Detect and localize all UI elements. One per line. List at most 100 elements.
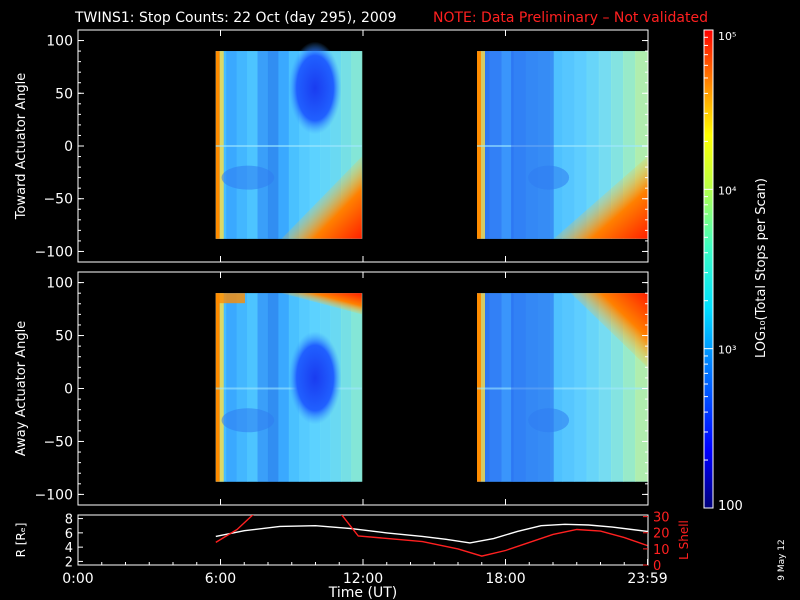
y-tick-label-right: 10 — [653, 543, 670, 558]
heatmap-band — [574, 293, 588, 482]
x-tick-label: 0:00 — [62, 571, 93, 587]
y-tick-label: −50 — [43, 434, 73, 450]
heatmap-block — [215, 293, 363, 482]
heatmap-low-region — [288, 331, 342, 425]
y-tick-label-left: 4 — [65, 541, 73, 556]
side-date-label: 9 May 12 — [777, 539, 787, 581]
heatmap-high-region — [570, 293, 648, 368]
heatmap-edge — [481, 293, 485, 482]
radius-series-line — [215, 523, 648, 544]
y-tick-label: 0 — [64, 382, 73, 398]
x-axis-label: Time (UT) — [328, 585, 397, 600]
y-tick-label-left: 2 — [65, 555, 73, 570]
colorbar-gradient — [703, 29, 714, 509]
heatmap-edge — [219, 293, 224, 482]
heatmap-band — [574, 51, 588, 239]
heatmap-low-region — [511, 51, 554, 239]
heatmap-band — [267, 293, 279, 482]
x-tick-label: 23:59 — [627, 571, 667, 587]
away-heatmap-panel: 100 50 0 −50 −100 Away Actuator Angle — [14, 271, 649, 506]
y-tick-label: 100 — [46, 276, 73, 292]
heatmap-band — [586, 51, 600, 239]
y-tick-label: −100 — [35, 244, 73, 260]
heatmap-band — [586, 293, 600, 482]
heatmap-band — [351, 51, 363, 239]
heatmap-low-region — [511, 293, 554, 482]
heatmap-band — [562, 51, 575, 239]
heatmap-band — [501, 51, 515, 239]
y-tick-label-right: 20 — [653, 527, 670, 542]
heatmap-high-region — [281, 156, 362, 239]
heatmap-band — [550, 51, 563, 239]
colorbar-tick-label: 10⁴ — [718, 184, 737, 197]
x-tick-label: 12:00 — [343, 571, 383, 587]
colorbar-tick-label: 10⁵ — [718, 30, 736, 43]
heatmap-band — [489, 51, 502, 239]
heatmap-band — [236, 51, 248, 239]
y-tick-label: 50 — [55, 86, 73, 102]
heatmap-edge — [477, 293, 481, 482]
heatmap-edge — [477, 51, 481, 239]
heatmap-band — [489, 293, 502, 482]
y-axis-label: Toward Actuator Angle — [14, 73, 29, 220]
heatmap-band — [288, 51, 300, 239]
heatmap-block — [477, 51, 649, 239]
y-tick-label-right: 0 — [653, 559, 661, 574]
heatmap-band — [537, 293, 551, 482]
x-tick-label: 6:00 — [205, 571, 236, 587]
y-axis-label-right: L Shell — [677, 520, 691, 560]
heatmap-low-region — [528, 165, 570, 190]
heatmap-band — [351, 293, 363, 482]
heatmap-high-region — [553, 156, 648, 239]
heatmap-seam — [215, 387, 362, 390]
heatmap-low-region — [528, 408, 570, 433]
heatmap-high-region — [215, 293, 245, 304]
heatmap-seam — [477, 387, 648, 390]
colorbar-tick-label: 10³ — [718, 344, 736, 357]
heatmap-band — [525, 51, 539, 239]
heatmap-band — [340, 293, 352, 482]
heatmap-high-region — [281, 293, 362, 315]
colorbar-tick-label: 100 — [718, 499, 743, 514]
heatmap-band — [247, 51, 258, 239]
heatmap-edge — [215, 51, 220, 239]
colorbar: 10⁵ 10⁴ 10³ 100 LOG₁₀(Total Stops per Scan) — [703, 29, 769, 514]
y-tick-label-left: 6 — [65, 527, 73, 542]
x-tick-label: 18:00 — [485, 571, 525, 587]
heatmap-band — [330, 51, 342, 239]
y-tick-label: −50 — [43, 192, 73, 208]
heatmap-edge — [219, 51, 224, 239]
y-tick-label-left: 8 — [65, 513, 73, 528]
colorbar-label: LOG₁₀(Total Stops per Scan) — [754, 178, 769, 358]
heatmap-low-region — [221, 165, 275, 190]
heatmap-band — [278, 51, 290, 239]
heatmap-band — [320, 51, 332, 239]
heatmap-low-region — [221, 408, 275, 433]
heatmap-band — [309, 51, 321, 239]
y-axis-label-left: R [Rₑ] — [14, 523, 28, 558]
heatmap-band — [299, 51, 311, 239]
heatmap-seam — [477, 145, 648, 147]
heatmap-band — [525, 293, 539, 482]
heatmap-band — [226, 293, 238, 482]
heatmap-edge — [215, 293, 220, 482]
axes-frame — [77, 514, 649, 566]
heatmap-band — [267, 51, 279, 239]
y-tick-label: −100 — [35, 487, 73, 503]
heatmap-band — [598, 293, 612, 482]
y-tick-label: 50 — [55, 329, 73, 345]
heatmap-band — [501, 293, 515, 482]
heatmap-band — [257, 293, 269, 482]
heatmap-band — [226, 51, 238, 239]
heatmap-block — [215, 41, 363, 239]
heatmap-band — [278, 293, 290, 482]
y-axis-label: Away Actuator Angle — [14, 321, 29, 456]
heatmap-band — [340, 51, 352, 239]
heatmap-band — [247, 293, 258, 482]
colorbar-ticks: 10⁵ 10⁴ 10³ 100 — [704, 29, 743, 514]
y-tick-label-right: 30 — [653, 511, 670, 526]
heatmap-band — [257, 51, 269, 239]
preliminary-note: NOTE: Data Preliminary – Not validated — [433, 10, 708, 26]
heatmap-band — [513, 51, 527, 239]
